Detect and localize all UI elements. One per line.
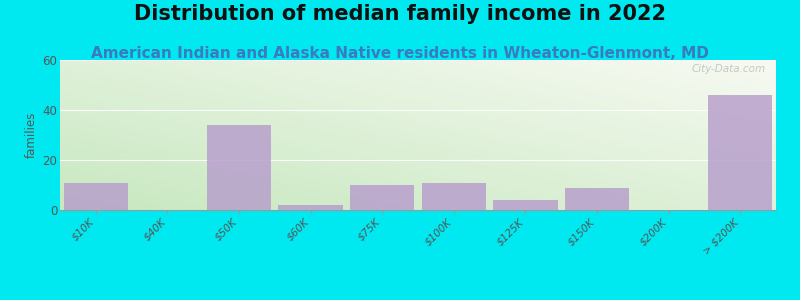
Bar: [708, 95, 773, 210]
Text: City-Data.com: City-Data.com: [691, 64, 766, 74]
Bar: [565, 188, 630, 210]
Y-axis label: families: families: [25, 112, 38, 158]
Bar: [206, 125, 271, 210]
Bar: [493, 200, 558, 210]
Bar: [422, 182, 486, 210]
Bar: [350, 185, 414, 210]
Text: Distribution of median family income in 2022: Distribution of median family income in …: [134, 4, 666, 25]
Bar: [278, 205, 343, 210]
Bar: [63, 182, 128, 210]
Text: American Indian and Alaska Native residents in Wheaton-Glenmont, MD: American Indian and Alaska Native reside…: [91, 46, 709, 62]
